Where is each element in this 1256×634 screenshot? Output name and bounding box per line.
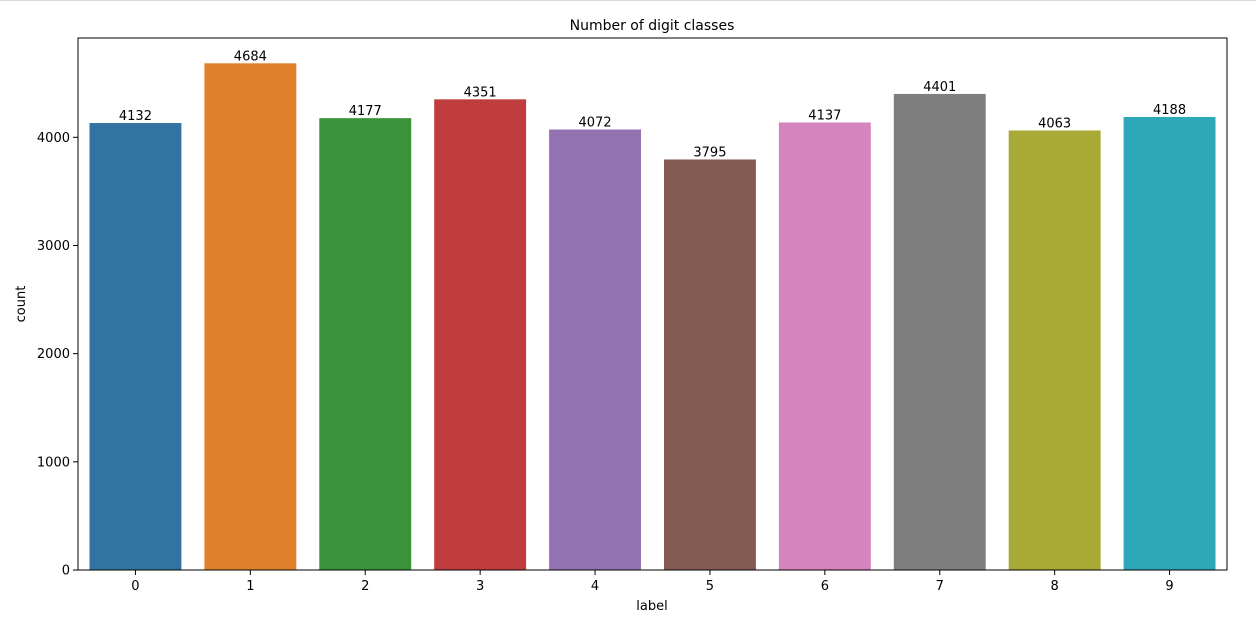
- bar-0: [89, 123, 182, 571]
- bar-6: [778, 122, 871, 570]
- bar-value-label: 3795: [693, 145, 726, 160]
- x-tick-label: 9: [1165, 579, 1173, 594]
- x-axis-label: label: [636, 599, 667, 614]
- bar-value-label: 4063: [1038, 116, 1071, 131]
- bar-1: [204, 63, 297, 571]
- x-tick-label: 3: [476, 579, 484, 594]
- bar-value-label: 4684: [234, 49, 267, 64]
- x-tick-label: 5: [706, 579, 714, 594]
- chart-title: Number of digit classes: [570, 18, 735, 34]
- y-tick-label: 2000: [37, 347, 70, 362]
- bar-7: [893, 93, 986, 571]
- y-axis-label: count: [14, 286, 29, 323]
- bar-value-label: 4188: [1153, 103, 1186, 118]
- y-tick-label: 0: [62, 564, 70, 579]
- bars-layer: [89, 63, 1216, 571]
- x-axis: 0 1 2 3 4 5 6 7 8 9: [131, 570, 1174, 594]
- bar-4: [549, 129, 642, 570]
- bar-value-label: 4132: [119, 109, 152, 124]
- x-tick-label: 1: [246, 579, 254, 594]
- bar-labels-layer: 4132 4684 4177 4351 4072 3795 4137 4401 4063 4188: [119, 49, 1186, 160]
- bar-value-label: 4351: [464, 85, 497, 100]
- x-tick-label: 2: [361, 579, 369, 594]
- bar-2: [319, 118, 412, 570]
- y-axis: 0 1000 2000 3000 4000: [37, 131, 78, 579]
- bar-8: [1008, 130, 1101, 571]
- x-tick-label: 7: [936, 579, 944, 594]
- x-tick-label: 4: [591, 579, 599, 594]
- y-tick-label: 4000: [37, 131, 70, 146]
- x-tick-label: 8: [1051, 579, 1059, 594]
- bar-value-label: 4401: [923, 80, 956, 95]
- y-tick-label: 3000: [37, 239, 70, 254]
- x-tick-label: 0: [131, 579, 139, 594]
- plot-frame: [77, 37, 1228, 571]
- x-tick-label: 6: [821, 579, 829, 594]
- top-rule: [0, 0, 1256, 1]
- bar-value-label: 4137: [808, 108, 841, 123]
- bar-9: [1123, 116, 1216, 570]
- bar-5: [663, 159, 756, 571]
- bar-3: [434, 99, 527, 570]
- bar-value-label: 4177: [349, 104, 382, 119]
- bar-value-label: 4072: [579, 116, 612, 131]
- y-tick-label: 1000: [37, 455, 70, 470]
